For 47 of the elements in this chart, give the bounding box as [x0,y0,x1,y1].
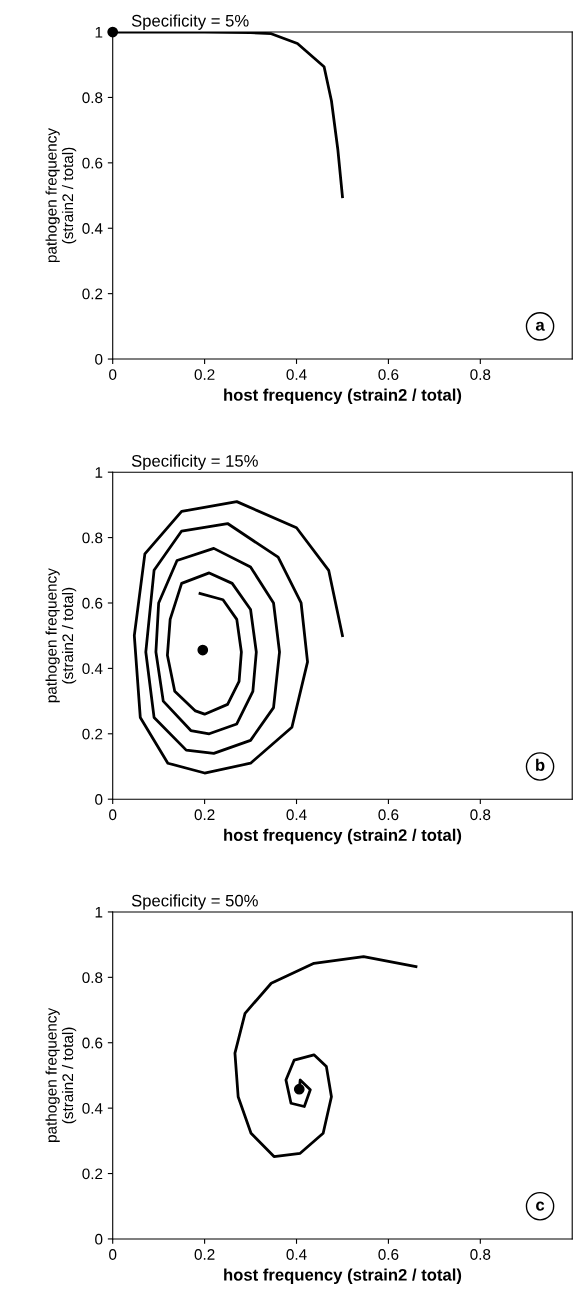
x-tick-label: 0.8 [470,809,491,821]
x-tick-label: 0.6 [378,809,399,821]
y-tick-label: 0 [95,1233,103,1245]
y-tick-label: 0 [95,794,103,805]
chart-title: Specificity = 5% [131,14,249,30]
annotation: a [535,321,545,331]
x-tick-label: 0.4 [286,1249,307,1260]
x-tick-label: 0.4 [286,369,307,380]
line-series [233,955,418,1158]
y-tick-label: 0.4 [82,223,103,234]
y-axis-title: pathogen frequency (strain2 / total) [45,128,77,263]
x-tick-label: 0.2 [194,369,215,380]
y-tick-label: 0.2 [82,728,103,740]
x-tick-label: 0 [109,369,117,380]
y-tick-label: 0.8 [82,92,103,104]
x-tick-label: 0.6 [378,1249,399,1260]
annotation: b [536,758,545,771]
x-tick-label: 0.6 [378,369,399,380]
y-tick-label: 0.2 [82,1168,103,1180]
x-tick-label: 0.2 [194,1249,215,1260]
annotation: c [536,1201,545,1211]
y-tick-label: 0 [95,353,103,365]
x-tick-label: 0.8 [470,369,491,380]
y-tick-label: 0.6 [82,1037,103,1049]
x-tick-label: 0 [109,809,117,821]
y-tick-label: 0.4 [82,1103,103,1114]
y-tick-label: 1 [95,27,103,38]
y-tick-label: 0.8 [82,972,103,984]
y-tick-label: 0.4 [82,663,103,675]
y-tick-label: 0.6 [82,157,103,169]
line-series [132,500,344,775]
x-tick-label: 0.4 [286,809,307,821]
x-tick-label: 0.8 [470,1249,491,1260]
chart-title: Specificity = 50% [131,894,258,910]
y-tick-label: 0.8 [82,532,103,544]
y-tick-label: 0.2 [82,288,103,300]
y-axis-title: pathogen frequency (strain2 / total) [45,1007,77,1142]
y-tick-label: 1 [95,906,103,918]
x-axis-title: host frequency (strain2 / total) [224,1268,462,1284]
y-tick-label: 0.6 [82,597,103,609]
x-tick-label: 0 [109,1249,117,1260]
y-axis-title: pathogen frequency (strain2 / total) [45,568,77,703]
x-tick-label: 0.2 [194,809,215,821]
x-axis-title: host frequency (strain2 / total) [224,828,462,845]
y-tick-label: 1 [95,467,103,478]
x-axis-title: host frequency (strain2 / total) [224,388,462,405]
chart-title: Specificity = 15% [131,454,258,471]
